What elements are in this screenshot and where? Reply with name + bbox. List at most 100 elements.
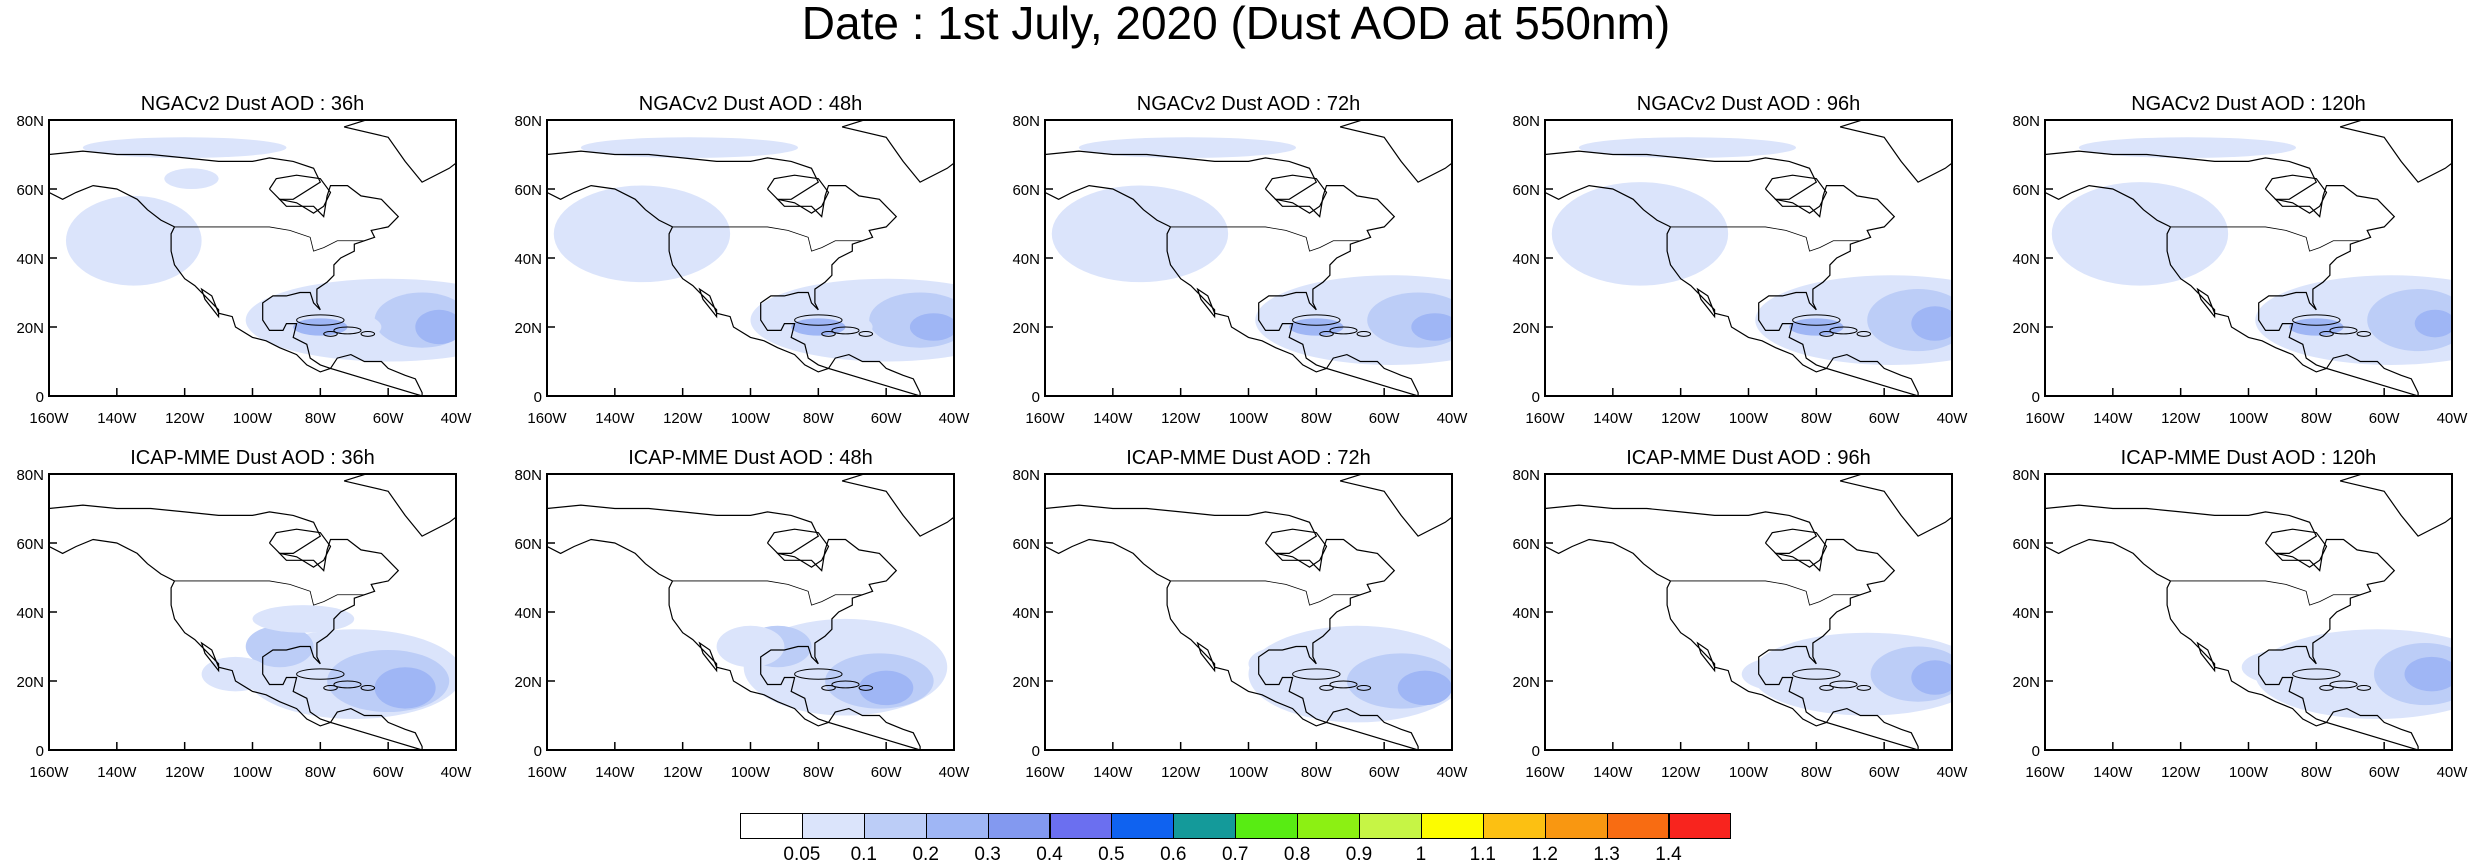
panel-title: NGACv2 Dust AOD : 120h bbox=[2131, 93, 2366, 115]
dust-aod-area bbox=[1397, 670, 1452, 706]
lon-tick-label: 120W bbox=[2161, 764, 2201, 781]
lat-tick-label: 40N bbox=[2012, 251, 2040, 268]
coastline bbox=[841, 474, 954, 537]
coastline bbox=[547, 150, 921, 396]
map-panel: ICAP-MME Dust AOD : 120h 80N 60N 40N 20N 0 160… bbox=[2012, 447, 2468, 781]
panel-title: NGACv2 Dust AOD : 36h bbox=[141, 93, 364, 115]
lat-tick-label: 80N bbox=[1512, 113, 1540, 130]
lon-tick-label: 60W bbox=[373, 764, 405, 781]
coastline bbox=[1839, 474, 1952, 537]
coastline bbox=[268, 528, 332, 568]
dust-aod-area bbox=[252, 605, 355, 633]
lat-tick-label: 60N bbox=[1512, 182, 1540, 199]
island-outline bbox=[2319, 330, 2334, 337]
island-outline bbox=[1856, 330, 1872, 337]
lat-tick-label: 0 bbox=[1532, 743, 1540, 760]
island-outline bbox=[1829, 680, 1858, 689]
lat-tick-label: 40N bbox=[16, 605, 44, 622]
border-line bbox=[1170, 580, 1361, 606]
border-line bbox=[1670, 226, 1861, 252]
lon-tick-label: 60W bbox=[2369, 410, 2401, 427]
island-outline bbox=[1292, 668, 1341, 680]
lon-tick-label: 140W bbox=[1593, 410, 1633, 427]
border-line bbox=[174, 226, 365, 252]
colorbar-swatch bbox=[1359, 813, 1422, 839]
island-outline bbox=[2356, 330, 2372, 337]
lon-tick-label: 80W bbox=[2301, 764, 2333, 781]
lat-tick-label: 40N bbox=[1512, 251, 1540, 268]
coastline bbox=[766, 528, 830, 568]
island-outline bbox=[323, 684, 338, 691]
coastline bbox=[2339, 120, 2452, 183]
coastline bbox=[1339, 474, 1452, 537]
lon-tick-label: 60W bbox=[1369, 764, 1401, 781]
island-outline bbox=[1329, 326, 1358, 335]
coastline bbox=[2045, 150, 2419, 396]
lon-tick-label: 160W bbox=[1525, 410, 1565, 427]
lat-tick-label: 20N bbox=[2012, 674, 2040, 691]
island-outline bbox=[2319, 684, 2334, 691]
lon-tick-label: 80W bbox=[2301, 410, 2333, 427]
lat-tick-label: 40N bbox=[1012, 251, 1040, 268]
lon-tick-label: 140W bbox=[1093, 410, 1133, 427]
dust-aod-area bbox=[2078, 137, 2296, 158]
lon-tick-label: 160W bbox=[1525, 764, 1565, 781]
dust-aod-area bbox=[1051, 185, 1229, 283]
map-panel: NGACv2 Dust AOD : 96h 80N 60N 40N 20N 0 160W 14… bbox=[1512, 93, 1968, 427]
lat-tick-label: 40N bbox=[514, 251, 542, 268]
dust-aod-area bbox=[65, 195, 202, 286]
lon-tick-label: 120W bbox=[2161, 410, 2201, 427]
island-outline bbox=[1356, 330, 1372, 337]
dust-aod-area bbox=[2241, 649, 2324, 685]
dust-aod-area bbox=[374, 667, 436, 709]
lon-tick-label: 100W bbox=[1229, 410, 1269, 427]
lat-tick-label: 0 bbox=[2032, 743, 2040, 760]
lon-tick-label: 60W bbox=[1869, 410, 1901, 427]
colorbar-label: 0.4 bbox=[1036, 844, 1063, 865]
lat-tick-label: 0 bbox=[1032, 389, 1040, 406]
colorbar-swatch bbox=[1111, 813, 1175, 839]
colorbar-swatch bbox=[1544, 813, 1608, 839]
lat-tick-label: 60N bbox=[1012, 536, 1040, 553]
island-outline bbox=[360, 330, 376, 337]
lat-tick-label: 0 bbox=[36, 389, 44, 406]
panel-title: ICAP-MME Dust AOD : 96h bbox=[1626, 447, 1871, 469]
lon-tick-label: 160W bbox=[2025, 764, 2065, 781]
border-line bbox=[672, 226, 863, 252]
island-outline bbox=[333, 680, 362, 689]
panel-title: ICAP-MME Dust AOD : 120h bbox=[2121, 447, 2377, 469]
lon-tick-label: 160W bbox=[2025, 410, 2065, 427]
colorbar-label: 0.2 bbox=[912, 844, 939, 865]
lat-tick-label: 20N bbox=[514, 674, 542, 691]
lon-tick-label: 100W bbox=[731, 764, 771, 781]
island-outline bbox=[1792, 668, 1841, 680]
coastline bbox=[547, 504, 921, 750]
border-line bbox=[2170, 580, 2361, 606]
dust-aod-area bbox=[415, 309, 456, 345]
colorbar-swatch bbox=[925, 813, 989, 839]
lon-tick-label: 80W bbox=[305, 410, 337, 427]
colorbar-label: 0.7 bbox=[1221, 844, 1249, 865]
lon-tick-label: 120W bbox=[663, 764, 703, 781]
coastline bbox=[1264, 528, 1328, 568]
coastline bbox=[1764, 174, 1828, 214]
lon-tick-label: 100W bbox=[2229, 764, 2269, 781]
island-outline bbox=[1819, 330, 1834, 337]
dust-aod-area bbox=[2051, 182, 2229, 286]
map-panel: ICAP-MME Dust AOD : 48h 80N 60N 40N 20N 0 160W… bbox=[514, 447, 970, 781]
lat-tick-label: 40N bbox=[1512, 605, 1540, 622]
coastline bbox=[1045, 504, 1419, 750]
island-outline bbox=[1829, 326, 1858, 335]
colorbar-label: 0.5 bbox=[1098, 844, 1125, 865]
lon-tick-label: 40W bbox=[441, 410, 473, 427]
lat-tick-label: 80N bbox=[514, 113, 542, 130]
panel-title: ICAP-MME Dust AOD : 72h bbox=[1126, 447, 1371, 469]
lat-tick-label: 0 bbox=[2032, 389, 2040, 406]
coastline bbox=[268, 174, 332, 214]
island-outline bbox=[831, 326, 860, 335]
island-outline bbox=[296, 668, 345, 680]
lon-tick-label: 60W bbox=[871, 410, 903, 427]
island-outline bbox=[821, 684, 836, 691]
dust-aod-area bbox=[1911, 306, 1952, 341]
coastline bbox=[49, 504, 423, 750]
